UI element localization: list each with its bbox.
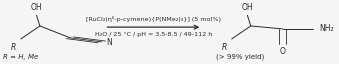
Text: N: N	[106, 38, 112, 47]
Text: OH: OH	[242, 3, 253, 12]
Text: (> 99% yield): (> 99% yield)	[216, 54, 264, 60]
Text: NH₂: NH₂	[319, 24, 334, 33]
Text: O: O	[280, 47, 285, 56]
Text: R: R	[11, 42, 16, 52]
Text: H₂O / 25 °C / pH = 3.5-8.5 / 49-112 h: H₂O / 25 °C / pH = 3.5-8.5 / 49-112 h	[95, 32, 212, 37]
Text: OH: OH	[31, 3, 42, 12]
Text: R = H, Me: R = H, Me	[3, 54, 38, 60]
Text: [RuCl₂(η⁶-p-cymene){P(NMe₂)₃}] (5 mol%): [RuCl₂(η⁶-p-cymene){P(NMe₂)₃}] (5 mol%)	[86, 16, 221, 22]
Text: R: R	[221, 42, 226, 52]
